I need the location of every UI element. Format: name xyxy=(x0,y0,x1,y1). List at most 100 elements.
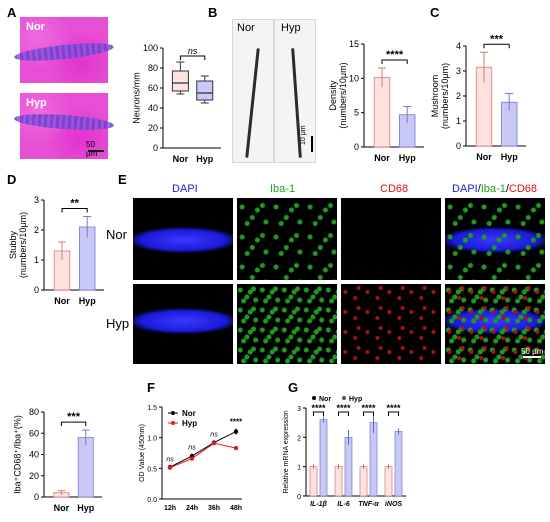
legend-marker xyxy=(342,396,346,400)
significance-label: ns xyxy=(166,456,174,463)
legend-marker xyxy=(171,411,175,415)
data-point-hyp xyxy=(167,465,173,470)
series-line-nor xyxy=(169,431,237,468)
box-hyp xyxy=(196,80,214,101)
significance-bracket xyxy=(483,43,510,49)
y-axis-label: Relative mRNA expression xyxy=(283,410,290,493)
y-tick-label: 1.5 xyxy=(147,405,157,412)
golgi-image-nor xyxy=(232,19,274,163)
scale-bar xyxy=(88,150,104,152)
y-tick-label: 100 xyxy=(143,43,158,53)
significance-label: ns xyxy=(188,445,196,452)
he-label-nor: Nor xyxy=(26,21,45,33)
row-label-nor: Nor xyxy=(106,227,127,242)
y-tick-label: 2 xyxy=(34,225,39,235)
fluor-nor-dapi xyxy=(133,198,233,280)
significance-label: **** xyxy=(230,417,243,426)
he-image-nor: Nor xyxy=(13,17,115,83)
y-axis-label: OD Value (450nm) xyxy=(139,424,146,482)
fluor-hyp-merge xyxy=(445,284,545,364)
y-tick-label: 80 xyxy=(148,63,158,73)
significance-label: **** xyxy=(311,403,326,413)
scale-bar xyxy=(311,136,313,152)
significance-bracket xyxy=(388,411,399,416)
x-tick-label: 24h xyxy=(186,505,198,512)
data-point-hyp xyxy=(233,445,239,451)
y-tick-label: 0 xyxy=(34,492,39,502)
golgi-label-nor: Nor xyxy=(237,22,255,34)
bar-hyp xyxy=(344,437,353,497)
bar-hyp xyxy=(369,422,378,497)
legend-label: Hyp xyxy=(182,419,197,428)
panel-label-a: A xyxy=(7,5,17,20)
significance-label: **** xyxy=(361,403,376,413)
x-tick-label: Hyp xyxy=(79,296,97,306)
x-tick-label: iNOS xyxy=(385,501,402,508)
x-tick-label: 48h xyxy=(230,505,242,512)
significance-label: ns xyxy=(210,432,218,439)
significance-label: ns xyxy=(188,46,198,56)
y-tick-label: 3 xyxy=(34,195,39,205)
y-tick-label: 1 xyxy=(297,465,301,472)
significance-label: **** xyxy=(386,49,404,61)
y-tick-label: 60 xyxy=(148,83,158,93)
significance-bracket xyxy=(338,411,349,416)
fluor-hyp-cd68 xyxy=(341,284,441,364)
y-tick-label: 3 xyxy=(297,406,301,413)
fluor-nor-iba1 xyxy=(237,198,337,280)
significance-label: ** xyxy=(70,198,79,210)
y-axis-label: Iba⁺CD68⁺/Iba⁺(%) xyxy=(13,415,23,494)
fluor-nor-cd68 xyxy=(341,198,441,280)
y-tick-label: 0.0 xyxy=(147,497,157,504)
col-title-merge: DAPI/Iba-1/CD68 xyxy=(452,183,537,195)
x-tick-label: 12h xyxy=(164,505,176,512)
golgi-label-hyp: Hyp xyxy=(281,22,301,34)
box-nor xyxy=(171,70,189,92)
data-point-hyp xyxy=(211,440,217,446)
y-tick-label: 80 xyxy=(29,407,39,417)
x-tick-label: 36h xyxy=(208,505,220,512)
bar-nor xyxy=(334,466,343,497)
y-axis-label: Density(numbers/10μm) xyxy=(328,62,348,128)
legend-label: Nor xyxy=(319,396,331,403)
y-tick-label: 5 xyxy=(354,108,359,118)
bar-nor xyxy=(384,466,393,497)
significance-bracket xyxy=(61,208,88,213)
significance-bracket xyxy=(363,411,374,416)
significance-bracket xyxy=(179,55,206,60)
panel-label-c: C xyxy=(430,5,440,20)
bar-hyp xyxy=(319,419,328,497)
y-tick-label: 10 xyxy=(349,73,359,83)
y-tick-label: 4 xyxy=(456,41,461,51)
y-tick-label: 40 xyxy=(29,450,39,460)
panel-label-g: G xyxy=(288,380,299,395)
x-tick-label: Hyp xyxy=(77,503,95,513)
bar-nor xyxy=(373,77,391,148)
x-tick-label: Hyp xyxy=(196,154,214,164)
he-label-hyp: Hyp xyxy=(26,97,47,109)
x-tick-label: Nor xyxy=(54,503,70,513)
bar-nor xyxy=(309,466,318,497)
golgi-image-hyp xyxy=(274,19,316,163)
y-tick-label: 60 xyxy=(29,428,39,438)
panel-label-b: B xyxy=(208,5,218,20)
row-label-hyp: Hyp xyxy=(106,316,130,331)
y-tick-label: 3 xyxy=(456,66,461,76)
bar-hyp xyxy=(77,437,94,498)
merge-iba: Iba-1 xyxy=(480,183,506,195)
y-tick-label: 1 xyxy=(456,116,461,126)
y-axis-label: Stubby(numbers/10μm) xyxy=(8,212,28,278)
x-tick-label: Nor xyxy=(476,152,492,162)
y-tick-label: 40 xyxy=(148,103,158,113)
y-axis-label: Mushroom(numbers/10μm) xyxy=(430,63,450,129)
bar-nor xyxy=(359,466,368,497)
x-tick-label: Nor xyxy=(374,153,390,163)
fluor-hyp-iba1 xyxy=(237,284,337,364)
merge-sep: / xyxy=(505,183,509,195)
y-tick-label: 2 xyxy=(456,91,461,101)
x-tick-label: IL-6 xyxy=(337,501,350,508)
legend-marker xyxy=(312,396,316,400)
significance-label: *** xyxy=(490,33,504,45)
fluor-hyp-dapi xyxy=(133,284,233,364)
panel-label-d: D xyxy=(7,172,17,187)
